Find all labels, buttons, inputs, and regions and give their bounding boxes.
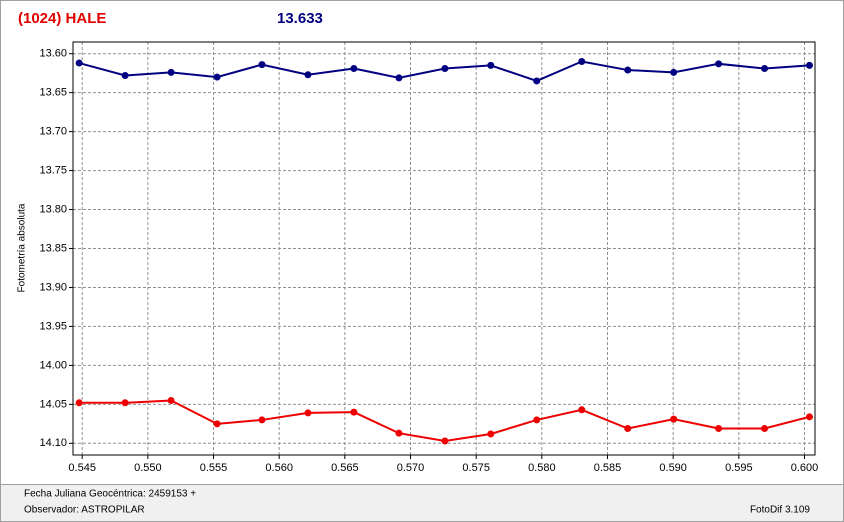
data-point [304,409,312,417]
data-point [395,74,403,82]
data-point [304,71,312,79]
x-tick-label: 0.585 [594,462,622,474]
footer-bg [1,484,843,521]
x-tick-label: 0.600 [791,462,819,474]
y-tick-label: 13.95 [39,320,67,332]
x-tick-label: 0.565 [331,462,359,474]
data-point [624,425,632,433]
data-point [578,57,586,65]
y-tick-label: 14.00 [39,359,67,371]
x-tick-label: 0.555 [200,462,228,474]
y-tick-label: 13.90 [39,281,67,293]
x-tick-label: 0.570 [397,462,425,474]
y-tick-label: 14.10 [39,437,67,449]
data-point [624,66,632,74]
data-point [715,425,723,433]
plot-frame [72,41,816,456]
data-point [578,406,586,414]
data-point [670,68,678,76]
data-point [213,73,221,81]
data-point [167,68,175,76]
data-point [533,77,541,85]
y-axis-label: Fotometría absoluta [17,203,28,292]
data-point [258,61,266,69]
data-point [805,61,813,69]
data-point [533,416,541,424]
footer-software: FotoDif 3.109 [750,505,810,516]
data-point [350,64,358,72]
data-point [121,72,129,80]
data-point [213,420,221,428]
data-point [441,64,449,72]
x-tick-label: 0.595 [725,462,753,474]
data-point [75,399,83,407]
data-point [75,59,83,67]
y-tick-label: 13.70 [39,126,67,138]
x-tick-label: 0.545 [68,462,96,474]
data-point [441,437,449,445]
data-point [258,416,266,424]
y-tick-label: 13.75 [39,164,67,176]
x-tick-label: 0.550 [134,462,162,474]
data-point [761,425,769,433]
chart-title: (1024) HALE [18,10,106,27]
x-tick-label: 0.575 [462,462,490,474]
footer-observer: Observador: ASTROPILAR [24,505,145,516]
x-tick-label: 0.590 [659,462,687,474]
y-tick-label: 13.85 [39,242,67,254]
footer-date: Fecha Juliana Geocéntrica: 2459153 + [24,489,196,500]
data-point [761,64,769,72]
chart-subtitle: 13.633 [277,10,323,27]
data-point [715,60,723,68]
data-point [395,429,403,437]
y-tick-label: 13.80 [39,203,67,215]
data-point [805,413,813,421]
data-point [487,430,495,438]
data-point [167,396,175,404]
x-tick-label: 0.580 [528,462,556,474]
y-tick-label: 13.65 [39,87,67,99]
data-point [350,408,358,416]
y-tick-label: 14.05 [39,398,67,410]
data-point [487,61,495,69]
data-point [121,399,129,407]
y-tick-label: 13.60 [39,48,67,60]
data-point [670,415,678,423]
x-tick-label: 0.560 [265,462,293,474]
